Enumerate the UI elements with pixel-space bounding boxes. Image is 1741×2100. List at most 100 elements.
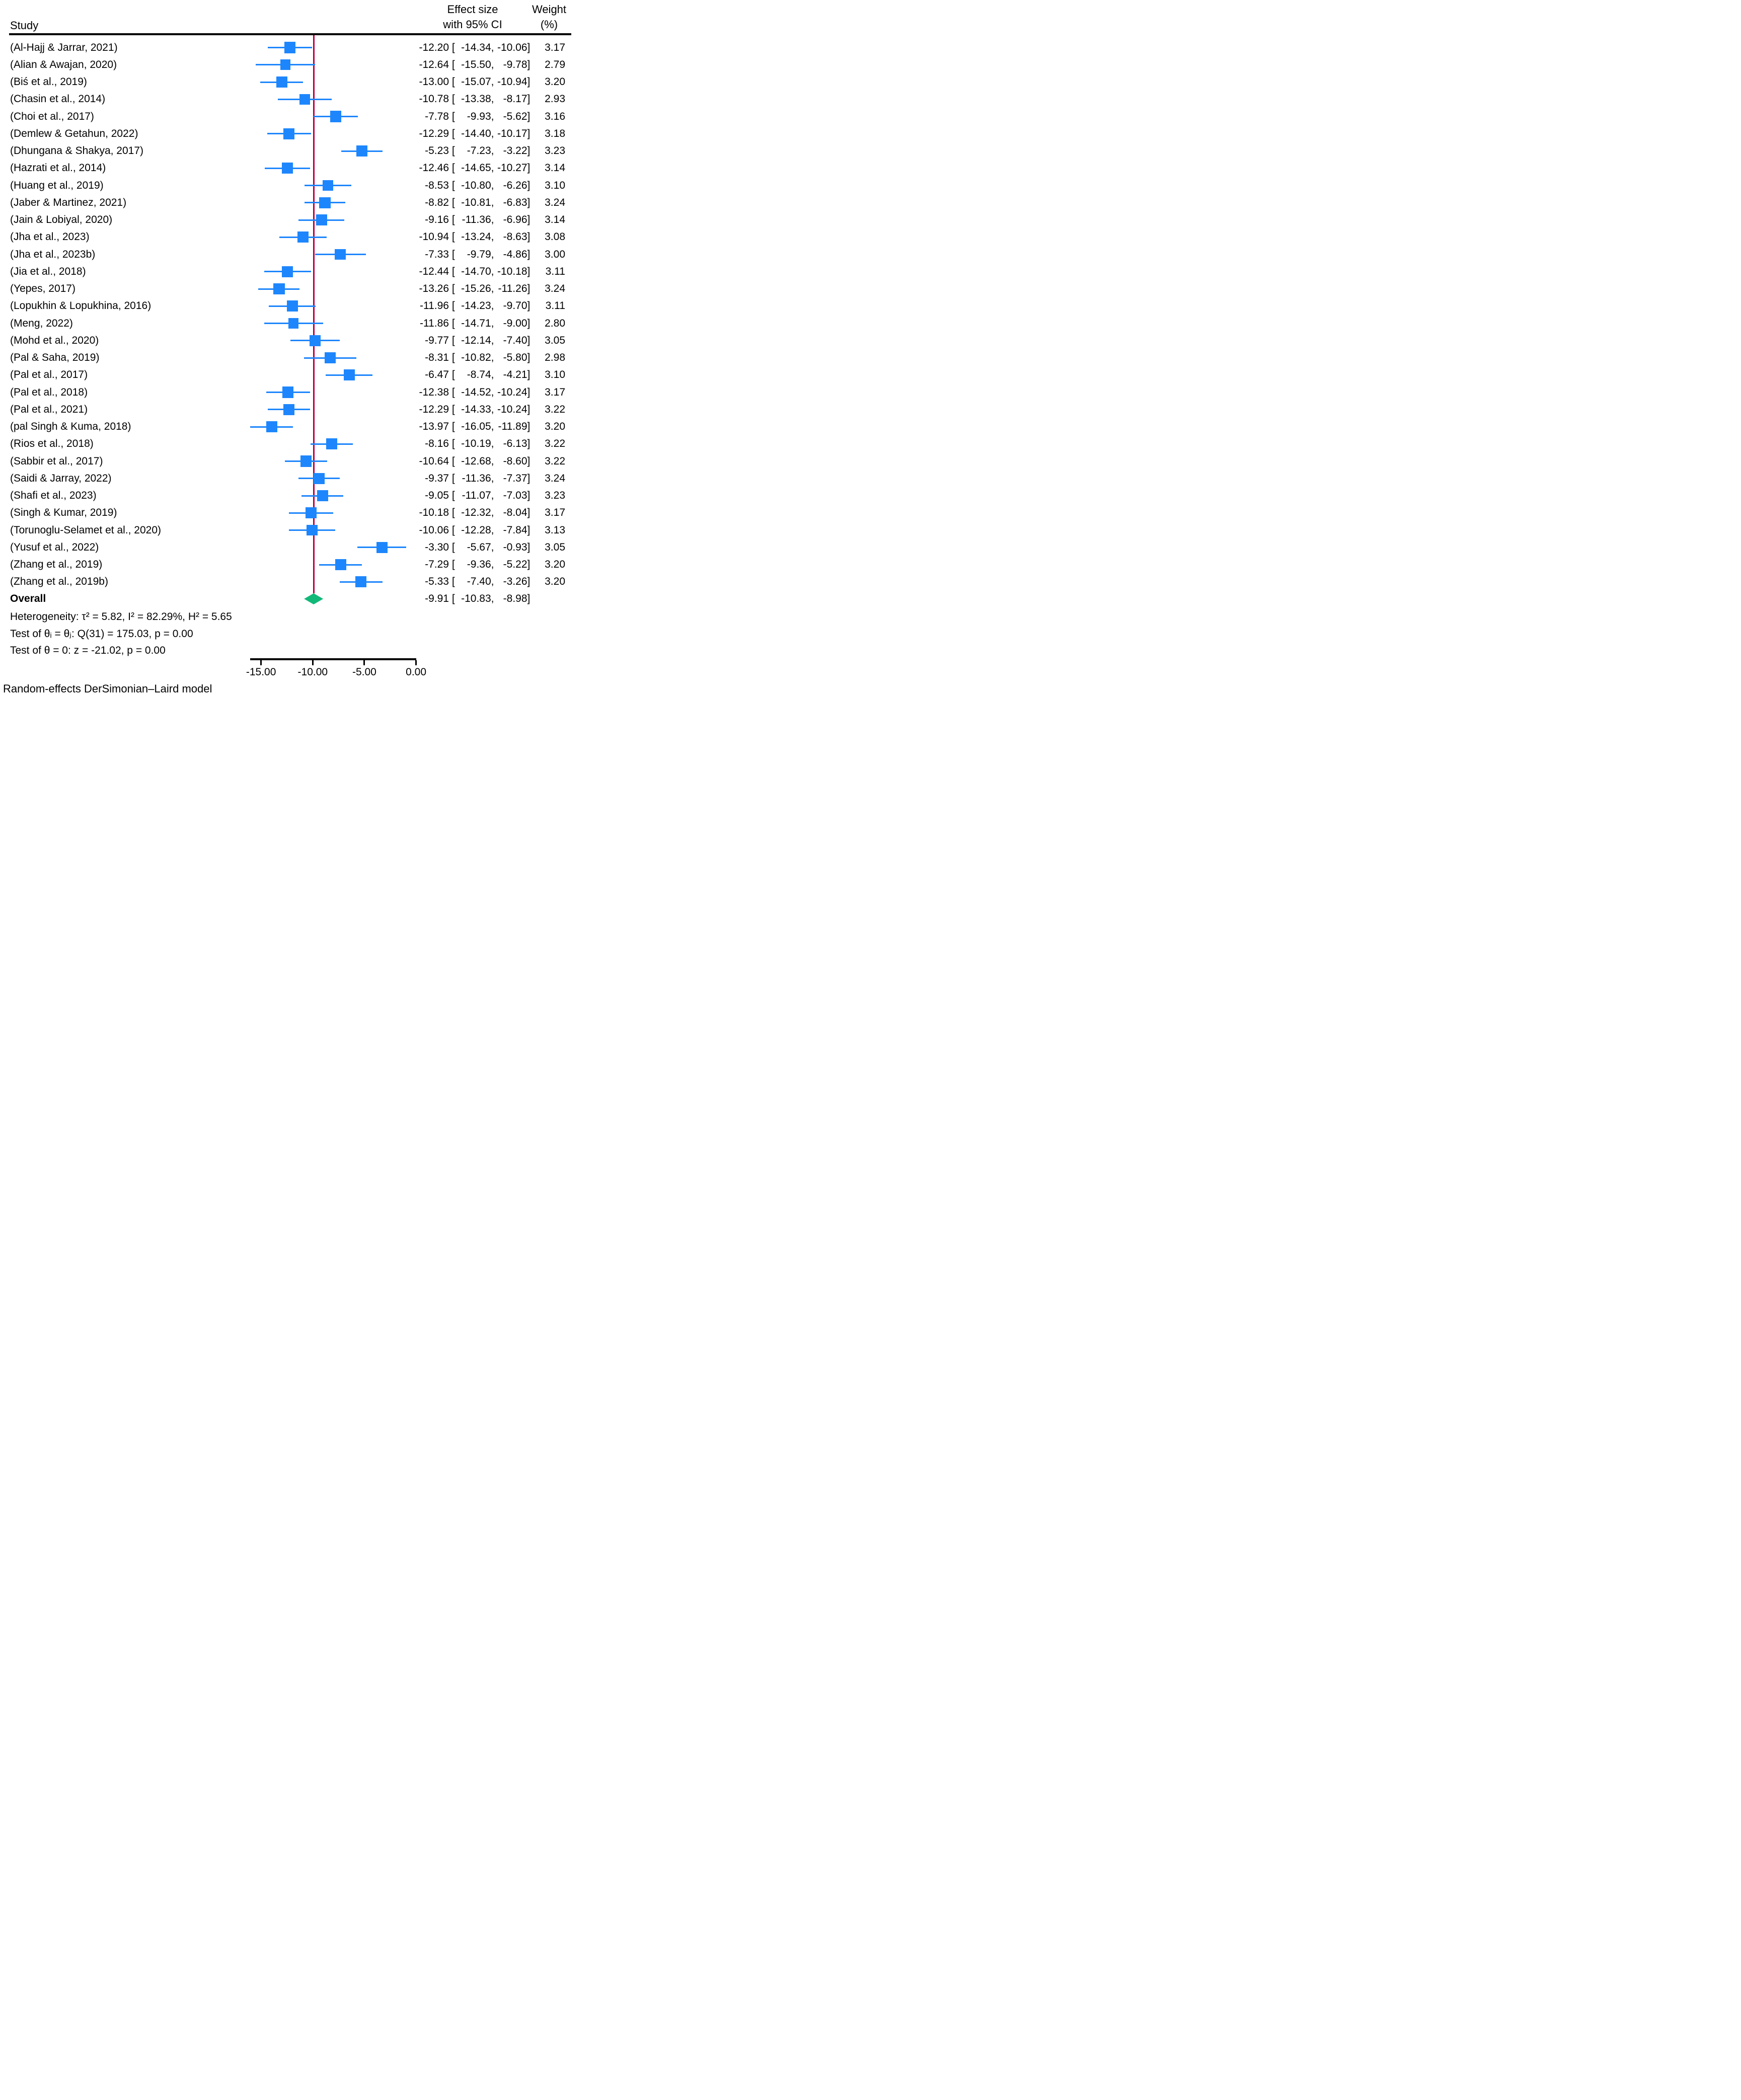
- weight-value: 3.10: [545, 179, 565, 191]
- effect-ci-text: -12.38 [-14.52, -10.24]: [416, 386, 530, 399]
- ci-close-bracket: ]: [527, 576, 531, 588]
- weight-value: 3.14: [545, 162, 565, 174]
- ci-comma: ,: [491, 490, 494, 501]
- weight-value: 3.20: [545, 76, 565, 88]
- x-axis-line: [250, 658, 416, 660]
- ci-low: -12.68: [461, 455, 491, 467]
- ci-comma: ,: [491, 421, 494, 432]
- ci-low: -14.33: [461, 403, 491, 415]
- ci-close-bracket: ]: [527, 248, 531, 260]
- ci-low: -11.36: [462, 214, 491, 225]
- ci-high: -10.24: [497, 403, 527, 415]
- effect-ci-text: -5.33 [-7.40, -3.26]: [416, 576, 530, 588]
- effect-ci-text: -12.46 [-14.65, -10.27]: [416, 162, 530, 174]
- header-divider-line: [9, 33, 571, 35]
- study-label: (Choi et al., 2017): [10, 110, 94, 122]
- ci-low: -14.40: [461, 127, 491, 139]
- weight-value: 2.80: [545, 317, 565, 329]
- ci-comma: ,: [491, 334, 494, 346]
- ci-comma: ,: [491, 352, 494, 363]
- x-axis-tick-label: -5.00: [352, 666, 376, 678]
- effect-square-marker: [319, 197, 331, 208]
- ci-low: -8.74: [467, 369, 491, 381]
- ci-low: -11.07: [462, 490, 491, 501]
- ci-open-bracket: [: [449, 507, 455, 519]
- study-column-header: Study: [10, 19, 39, 32]
- ci-open-bracket: [: [449, 352, 455, 363]
- ci-comma: ,: [491, 265, 494, 277]
- ci-high: -3.26: [503, 576, 527, 588]
- ci-open-bracket: [: [449, 369, 455, 381]
- ci-high: -11.89: [498, 421, 527, 432]
- ci-comma: ,: [491, 231, 494, 243]
- effect-ci-text: -8.31 [-10.82, -5.80]: [416, 352, 530, 364]
- ci-high: -6.13: [503, 438, 527, 450]
- ci-comma: ,: [491, 593, 494, 604]
- ci-low: -10.81: [461, 196, 491, 208]
- effect-size-column-header: Effect size with 95% CI: [413, 2, 533, 32]
- weight-value: 3.24: [545, 283, 565, 294]
- ci-close-bracket: ]: [527, 421, 531, 432]
- ci-comma: ,: [491, 179, 494, 191]
- ci-open-bracket: [: [449, 438, 455, 450]
- ci-low: -14.70: [461, 265, 491, 277]
- x-axis-tick: [363, 660, 365, 665]
- ci-close-bracket: ]: [527, 41, 531, 53]
- ci-high: -8.63: [503, 231, 527, 243]
- effect-estimate: -12.29: [419, 403, 449, 415]
- ci-open-bracket: [: [449, 317, 455, 329]
- ci-close-bracket: ]: [527, 76, 531, 88]
- study-label: (Hazrati et al., 2014): [10, 162, 106, 174]
- ci-comma: ,: [491, 145, 494, 157]
- ci-open-bracket: [: [449, 455, 455, 467]
- study-label: (Biś et al., 2019): [10, 76, 87, 88]
- ci-low: -12.28: [461, 524, 491, 536]
- ci-comma: ,: [491, 214, 494, 225]
- ci-open-bracket: [: [449, 41, 455, 53]
- ci-low: -14.23: [461, 300, 491, 312]
- ci-close-bracket: ]: [527, 541, 531, 553]
- ci-comma: ,: [491, 386, 494, 398]
- ci-comma: ,: [491, 248, 494, 260]
- study-label: (Pal et al., 2018): [10, 386, 88, 398]
- study-label: (Zhang et al., 2019b): [10, 576, 108, 588]
- study-label: (Demlew & Getahun, 2022): [10, 127, 138, 139]
- ci-open-bracket: [: [449, 110, 455, 122]
- weight-value: 2.79: [545, 58, 565, 70]
- effect-estimate: -8.16: [425, 438, 449, 450]
- ci-open-bracket: [: [449, 231, 455, 243]
- weight-value: 3.24: [545, 472, 565, 484]
- ci-comma: ,: [491, 76, 494, 88]
- effect-square-marker: [281, 163, 293, 174]
- study-label: (Pal et al., 2017): [10, 369, 88, 381]
- ci-close-bracket: ]: [527, 300, 531, 312]
- ci-low: -9.93: [467, 110, 491, 122]
- weight-value: 3.22: [545, 403, 565, 415]
- ci-low: -14.71: [461, 317, 491, 329]
- study-label: (Al-Hajj & Jarrar, 2021): [10, 41, 118, 53]
- ci-open-bracket: [: [449, 334, 455, 346]
- ci-close-bracket: ]: [527, 145, 531, 157]
- ci-low: -14.52: [461, 386, 491, 398]
- ci-high: -8.98: [503, 593, 527, 604]
- effect-square-marker: [335, 249, 346, 260]
- weight-value: 3.17: [545, 507, 565, 519]
- ci-comma: ,: [491, 403, 494, 415]
- weight-value: 3.18: [545, 127, 565, 139]
- effect-estimate: -12.20: [419, 41, 449, 53]
- effect-estimate: -10.18: [419, 507, 449, 519]
- effect-ci-text: -7.33 [-9.79, -4.86]: [416, 249, 530, 261]
- ci-high: -8.60: [503, 455, 527, 467]
- ci-open-bracket: [: [449, 541, 455, 553]
- ci-high: -10.17: [497, 127, 527, 139]
- weight-value: 3.22: [545, 438, 565, 450]
- effect-square-marker: [287, 300, 298, 312]
- ci-close-bracket: ]: [527, 559, 531, 570]
- ci-open-bracket: [: [449, 403, 455, 415]
- weight-value: 3.23: [545, 145, 565, 157]
- ci-comma: ,: [491, 472, 494, 484]
- ci-comma: ,: [491, 127, 494, 139]
- ci-low: -16.05: [461, 421, 491, 432]
- ci-comma: ,: [491, 524, 494, 536]
- ci-close-bracket: ]: [527, 110, 531, 122]
